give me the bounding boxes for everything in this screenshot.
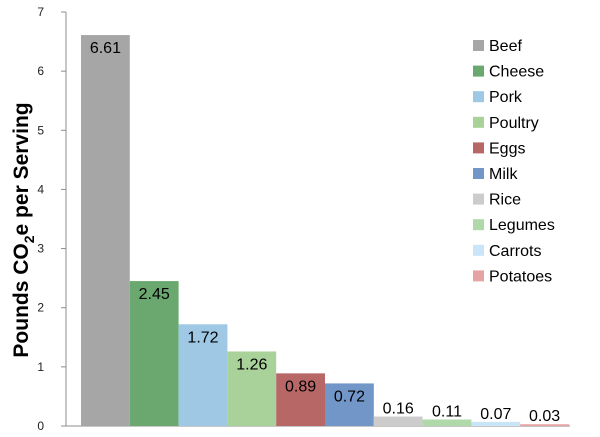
y-tick-label: 1: [37, 360, 44, 374]
bar-cheese: [129, 281, 179, 426]
bar-poultry: [227, 351, 277, 426]
y-tick-label: 7: [37, 5, 44, 19]
data-label-beef: 6.61: [90, 40, 121, 57]
legend-swatch-pork: [473, 91, 484, 103]
legend-label-rice: Rice: [489, 192, 521, 209]
data-label-milk: 0.72: [334, 388, 365, 405]
y-axis-title-subscript: 2: [21, 235, 37, 243]
legend-label-milk: Milk: [489, 166, 518, 183]
data-label-cheese: 2.45: [139, 286, 170, 303]
legend-label-beef: Beef: [489, 38, 522, 55]
y-tick-label: 6: [37, 64, 44, 78]
bar-milk: [325, 383, 374, 426]
data-label-carrots: 0.07: [480, 406, 511, 423]
bar-carrots: [471, 421, 521, 426]
legend-swatch-poultry: [473, 116, 484, 128]
bar-pork: [178, 324, 228, 426]
bar-eggs: [276, 373, 325, 426]
legend-swatch-beef: [473, 40, 484, 51]
bar-beef: [81, 35, 130, 427]
y-axis-title-main: Pounds CO: [10, 243, 33, 357]
data-labels: 6.61 2.45 1.72 1.26 0.89 0.72 0.16 0.11 0.07 0.03: [90, 40, 560, 425]
y-tick-label: 3: [37, 242, 44, 256]
legend-label-cheese: Cheese: [489, 64, 544, 81]
y-axis-title: Pounds CO2e per Serving: [10, 102, 37, 357]
legend-label-pork: Pork: [489, 89, 523, 106]
y-axis-title-rest: e per Serving: [10, 102, 33, 235]
legend-label-poultry: Poultry: [489, 115, 539, 132]
legend-swatch-legumes: [473, 219, 484, 231]
legend-swatch-carrots: [473, 244, 484, 256]
y-tick-label: 4: [37, 182, 44, 196]
legend-swatch-eggs: [473, 142, 484, 154]
legend-label-carrots: Carrots: [489, 243, 541, 260]
y-tick-label: 5: [37, 123, 44, 137]
legend-label-legumes: Legumes: [489, 217, 555, 234]
bar-rice: [373, 416, 423, 426]
legend-swatch-rice: [473, 193, 484, 205]
bar-legumes: [422, 419, 472, 426]
data-label-pork: 1.72: [187, 329, 218, 346]
legend-swatch-potatoes: [473, 270, 484, 282]
y-tick-label: 2: [37, 301, 44, 315]
legend-label-potatoes: Potatoes: [489, 268, 552, 285]
data-label-poultry: 1.26: [236, 356, 267, 373]
data-label-legumes: 0.11: [432, 403, 462, 420]
bar-series: [81, 35, 569, 427]
bar-potatoes: [520, 424, 569, 426]
data-label-rice: 0.16: [383, 401, 414, 418]
legend-swatch-milk: [473, 168, 484, 179]
data-label-potatoes: 0.03: [529, 408, 560, 425]
y-tick-label: 0: [37, 419, 44, 433]
legend-label-eggs: Eggs: [489, 140, 525, 157]
legend: Beef Cheese Pork Poultry Eggs Milk Rice Legumes…: [473, 38, 555, 285]
legend-swatch-cheese: [473, 65, 484, 77]
data-label-eggs: 0.89: [285, 378, 316, 395]
